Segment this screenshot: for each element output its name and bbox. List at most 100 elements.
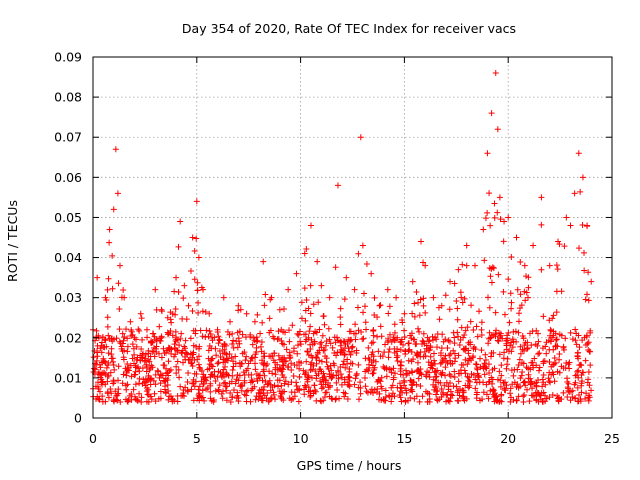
- data-point: [582, 357, 589, 364]
- data-point: [540, 313, 547, 320]
- data-point: [576, 344, 583, 351]
- data-point: [184, 379, 191, 386]
- data-point: [307, 282, 314, 289]
- data-point: [265, 380, 272, 387]
- data-point: [266, 315, 273, 322]
- data-point: [136, 380, 143, 387]
- data-point: [554, 266, 561, 273]
- data-point: [402, 397, 409, 404]
- data-point: [510, 372, 517, 379]
- data-point: [138, 315, 145, 322]
- data-point: [418, 238, 425, 245]
- data-point: [414, 352, 421, 359]
- data-point: [196, 390, 203, 397]
- data-point: [486, 335, 493, 342]
- data-point: [415, 299, 422, 306]
- data-point: [578, 389, 585, 396]
- data-point: [189, 308, 196, 315]
- data-point: [110, 362, 117, 369]
- data-point: [560, 389, 567, 396]
- data-point: [363, 326, 370, 333]
- data-point: [285, 381, 292, 388]
- data-point: [104, 373, 111, 380]
- data-point: [443, 392, 450, 399]
- data-point: [562, 335, 569, 342]
- data-point: [180, 295, 187, 302]
- data-point: [341, 393, 348, 400]
- data-point: [248, 377, 255, 384]
- data-point: [278, 395, 285, 402]
- data-point: [294, 350, 301, 357]
- data-point: [257, 343, 264, 350]
- data-point: [320, 378, 327, 385]
- data-point: [571, 394, 578, 401]
- data-point: [342, 390, 349, 397]
- data-point: [371, 294, 378, 301]
- data-point: [172, 345, 179, 352]
- data-point: [335, 375, 342, 382]
- data-point: [446, 352, 453, 359]
- data-point: [313, 397, 320, 404]
- data-point: [235, 302, 242, 309]
- data-point: [394, 357, 401, 364]
- data-point: [539, 345, 546, 352]
- data-point: [326, 336, 333, 343]
- data-point: [121, 294, 128, 301]
- data-point: [120, 337, 127, 344]
- data-point: [271, 335, 278, 342]
- data-point: [571, 381, 578, 388]
- data-point: [424, 368, 431, 375]
- data-point: [243, 388, 250, 395]
- data-point: [576, 245, 583, 252]
- data-point: [131, 334, 138, 341]
- data-point: [147, 365, 154, 372]
- data-point: [387, 366, 394, 373]
- data-point: [459, 299, 466, 306]
- data-point: [465, 377, 472, 384]
- data-point: [333, 334, 340, 341]
- data-point: [586, 382, 593, 389]
- data-point: [97, 364, 104, 371]
- data-point: [409, 310, 416, 317]
- data-point: [507, 385, 514, 392]
- data-point: [276, 306, 283, 313]
- data-point: [150, 377, 157, 384]
- y-tick-label: 0: [74, 411, 82, 426]
- data-point: [353, 347, 360, 354]
- data-point: [222, 350, 229, 357]
- data-point: [174, 358, 181, 365]
- data-point: [586, 394, 593, 401]
- data-point: [554, 395, 561, 402]
- data-point: [99, 393, 106, 400]
- data-point: [152, 371, 159, 378]
- data-point: [453, 383, 460, 390]
- data-point: [529, 385, 536, 392]
- data-point: [461, 367, 468, 374]
- data-point: [160, 362, 167, 369]
- data-point: [454, 397, 461, 404]
- data-point: [493, 393, 500, 400]
- data-point: [514, 286, 521, 293]
- data-point: [109, 335, 116, 342]
- data-point: [120, 287, 127, 294]
- data-point: [108, 345, 115, 352]
- data-point: [257, 390, 264, 397]
- data-point: [440, 338, 447, 345]
- data-point: [515, 362, 522, 369]
- data-point: [189, 380, 196, 387]
- data-point: [230, 386, 237, 393]
- data-point: [99, 378, 106, 385]
- data-point: [227, 389, 234, 396]
- data-point: [139, 336, 146, 343]
- data-point: [487, 222, 494, 229]
- data-point: [476, 308, 483, 315]
- data-point: [584, 291, 591, 298]
- data-point: [470, 326, 477, 333]
- data-point: [189, 234, 196, 241]
- data-point: [302, 383, 309, 390]
- x-tick-label: 20: [500, 431, 516, 446]
- data-point: [112, 146, 119, 153]
- data-point: [370, 339, 377, 346]
- data-point: [417, 369, 424, 376]
- data-point: [382, 387, 389, 394]
